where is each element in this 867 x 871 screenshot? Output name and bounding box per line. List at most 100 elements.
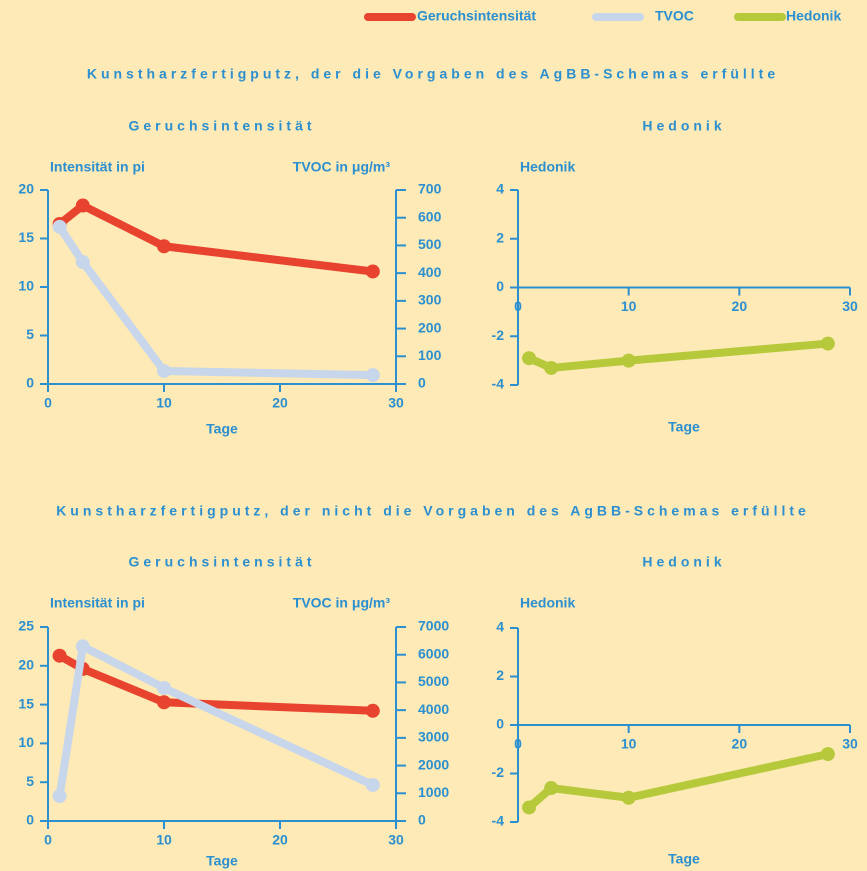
y2-axis-label: TVOC in μg/m³: [293, 159, 391, 175]
data-point: [75, 198, 90, 213]
y2-tick-label: 0: [418, 812, 426, 828]
y2-tick-label: 4000: [418, 701, 449, 717]
y-tick-label: 15: [18, 695, 34, 711]
data-point: [75, 255, 90, 270]
x-tick-label: 10: [621, 736, 637, 752]
y2-tick-label: 1000: [418, 784, 449, 800]
x-tick-label: 0: [514, 298, 522, 314]
legend-label: Geruchsintensität: [417, 8, 536, 24]
x-tick-label: 30: [842, 298, 858, 314]
y-tick-label: 15: [18, 229, 34, 245]
data-point: [820, 336, 835, 351]
y2-tick-label: 500: [418, 236, 442, 252]
data-point: [365, 703, 380, 718]
legend-label: TVOC: [655, 8, 694, 24]
y-tick-label: 2: [496, 229, 504, 245]
x-tick-label: 0: [44, 395, 52, 411]
y-axis-label: Hedonik: [520, 159, 575, 175]
x-tick-label: 20: [272, 395, 288, 411]
y2-tick-label: 7000: [418, 618, 449, 634]
y-tick-label: 5: [26, 773, 34, 789]
data-point: [621, 790, 636, 805]
x-tick-label: 30: [388, 832, 404, 848]
data-point: [820, 747, 835, 762]
y-tick-label: 20: [18, 181, 34, 197]
x-tick-label: 10: [156, 832, 172, 848]
y2-tick-label: 700: [418, 181, 442, 197]
y-axis-label: Hedonik: [520, 595, 575, 611]
chart-title: Geruchsintensität: [128, 554, 315, 570]
y2-tick-label: 100: [418, 347, 442, 363]
y-tick-label: 0: [26, 375, 34, 391]
y2-tick-label: 3000: [418, 729, 449, 745]
data-point: [544, 781, 559, 796]
y2-axis-label: TVOC in μg/m³: [293, 595, 391, 611]
y-tick-label: 4: [496, 181, 504, 197]
data-point: [157, 239, 171, 254]
y-axis-label: Intensität in pi: [50, 159, 145, 175]
legend-label: Hedonik: [786, 8, 841, 24]
y-axis-label: Intensität in pi: [50, 595, 145, 611]
x-tick-label: 10: [621, 298, 637, 314]
y-tick-label: -2: [492, 764, 505, 780]
section-title: Kunstharzfertigputz, der nicht die Vorga…: [56, 503, 810, 519]
y2-tick-label: 2000: [418, 756, 449, 772]
data-point: [365, 368, 380, 383]
x-tick-label: 20: [272, 832, 288, 848]
x-axis-label: Tage: [206, 421, 238, 437]
y2-tick-label: 200: [418, 319, 442, 335]
series-line: [55, 642, 375, 797]
x-axis-label: Tage: [668, 851, 700, 867]
x-tick-label: 20: [732, 298, 748, 314]
y-tick-label: 2: [496, 667, 504, 683]
data-point: [365, 264, 380, 279]
x-tick-label: 20: [732, 736, 748, 752]
y-tick-label: 0: [496, 278, 504, 294]
data-point: [157, 680, 171, 695]
y2-tick-label: 5000: [418, 673, 449, 689]
data-point: [522, 800, 537, 815]
data-point: [157, 363, 171, 378]
data-point: [52, 789, 67, 804]
y-tick-label: 0: [26, 812, 34, 828]
y-tick-label: -4: [492, 813, 505, 829]
section-title: Kunstharzfertigputz, der die Vorgaben de…: [87, 66, 779, 82]
data-point: [157, 695, 171, 710]
data-point: [544, 360, 559, 375]
y2-tick-label: 400: [418, 264, 442, 280]
y-tick-label: 10: [18, 278, 34, 294]
x-tick-label: 30: [842, 736, 858, 752]
y2-tick-label: 6000: [418, 645, 449, 661]
chart-title: Hedonik: [642, 118, 725, 134]
y-tick-label: 0: [496, 716, 504, 732]
y-tick-label: 25: [18, 618, 34, 634]
y-tick-label: 4: [496, 619, 504, 635]
data-point: [52, 219, 67, 234]
x-tick-label: 0: [514, 736, 522, 752]
y-tick-label: -4: [492, 376, 505, 392]
y-tick-label: 10: [18, 734, 34, 750]
series-line: [526, 750, 829, 811]
y-tick-label: -2: [492, 327, 505, 343]
data-point: [365, 777, 380, 792]
chart-title: Geruchsintensität: [128, 118, 315, 134]
x-tick-label: 30: [388, 395, 404, 411]
x-axis-label: Tage: [206, 853, 238, 869]
data-point: [621, 353, 636, 368]
y-tick-label: 20: [18, 657, 34, 673]
x-tick-label: 10: [156, 395, 172, 411]
y-tick-label: 5: [26, 326, 34, 342]
data-point: [52, 648, 67, 663]
y2-tick-label: 0: [418, 375, 426, 391]
series-line: [57, 201, 374, 276]
series-line: [57, 652, 373, 715]
series-line: [527, 339, 829, 372]
data-point: [75, 639, 90, 654]
chart-title: Hedonik: [642, 554, 725, 570]
y2-tick-label: 600: [418, 208, 442, 224]
x-tick-label: 0: [44, 832, 52, 848]
y2-tick-label: 300: [418, 292, 442, 308]
series-line: [56, 224, 373, 380]
x-axis-label: Tage: [668, 419, 700, 435]
